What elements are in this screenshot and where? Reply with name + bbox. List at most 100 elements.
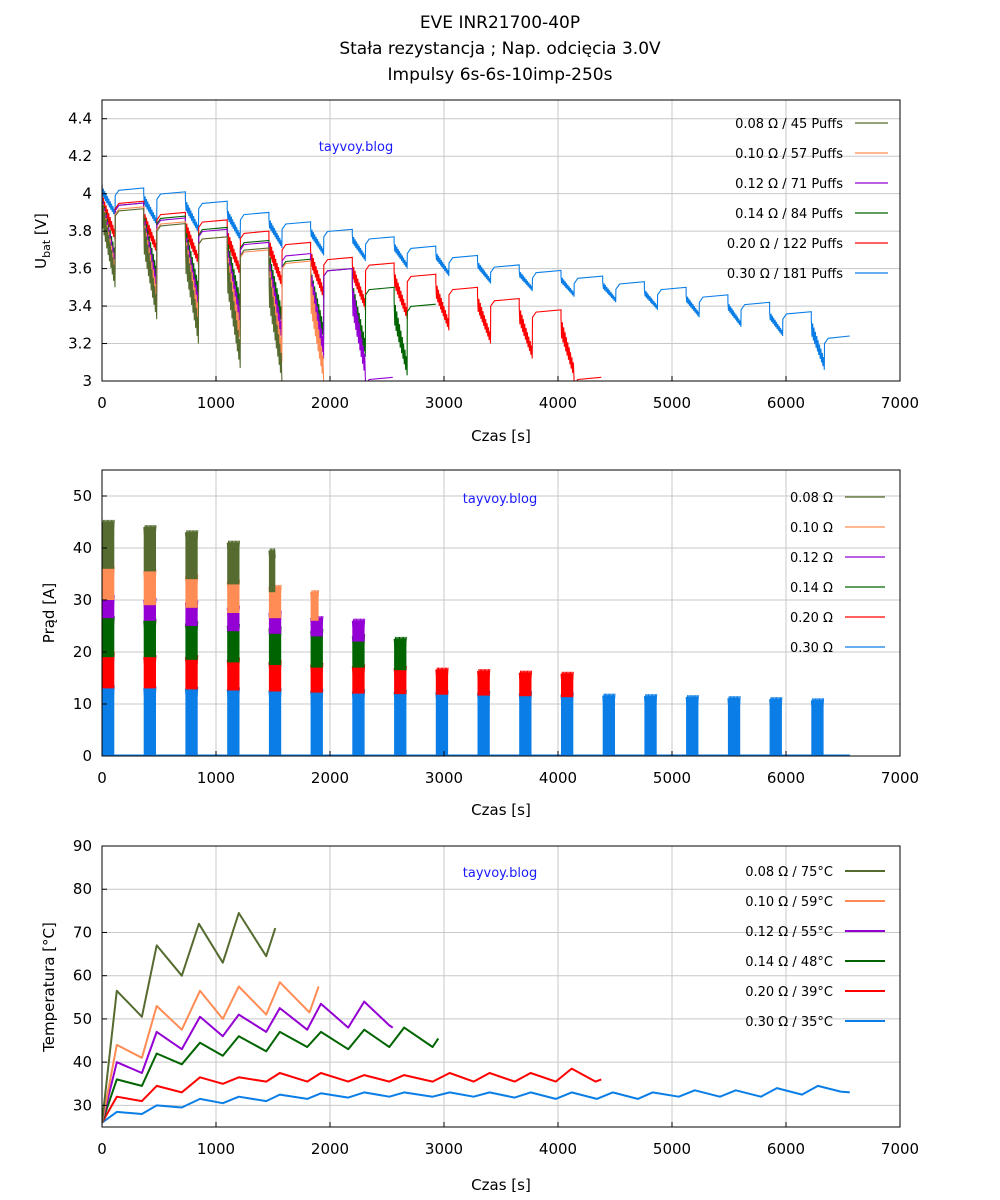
legend-entry-label: 0.12 Ω / 71 Puffs	[735, 177, 843, 192]
current-pulse-block	[435, 692, 449, 756]
legend-entry-label: 0.08 Ω / 75°C	[745, 865, 833, 880]
current-series-1	[102, 566, 320, 621]
legend-entry-label: 0.10 Ω / 57 Puffs	[735, 147, 843, 162]
current-pulse-edge	[143, 597, 157, 608]
temperature-gridlines	[102, 846, 900, 1127]
legend-entry-label: 0.08 Ω	[790, 491, 833, 506]
current-pulse-block	[102, 654, 115, 689]
current-pulse-edge	[393, 689, 407, 700]
legend-entry-label: 0.14 Ω / 48°C	[745, 955, 833, 970]
current-pulse-edge	[184, 574, 199, 584]
current-pulse-edge	[226, 623, 240, 634]
current-pulse-edge	[268, 688, 282, 698]
y-tick-label: 30	[73, 591, 92, 609]
figure-title: EVE INR21700-40P Stała rezystancja ; Nap…	[339, 13, 661, 85]
x-tick-label: 7000	[881, 769, 919, 787]
voltage-series-line-0	[102, 186, 283, 381]
current-pulse-block	[811, 700, 824, 756]
x-tick-label: 7000	[881, 1140, 919, 1158]
temperature-watermark: tayvoy.blog	[463, 866, 537, 881]
current-pulse-block	[268, 550, 276, 593]
x-tick-label: 0	[97, 769, 107, 787]
x-tick-label: 4000	[539, 1140, 577, 1158]
current-pulse-block	[102, 568, 115, 600]
current-legend: 0.08 Ω 0.10 Ω 0.12 Ω 0.14 Ω 0.20 Ω 0.30 Ω	[790, 491, 885, 656]
x-tick-label: 3000	[425, 394, 463, 412]
current-pulse-edge	[685, 695, 699, 705]
current-pulse-block	[686, 697, 699, 756]
current-pulse-edge	[268, 626, 282, 636]
legend-entry-label: 0.14 Ω / 84 Puffs	[735, 207, 843, 222]
current-panel: 0 1000 2000 3000 4000 5000 6000 7000 0 10 20 30 40 50…	[40, 469, 919, 819]
current-pulse-edge	[518, 691, 533, 701]
voltage-y-axis-label: Ubat [V]	[32, 213, 53, 269]
current-pulse-edge	[102, 685, 115, 695]
current-pulse-edge	[310, 590, 320, 600]
x-tick-label: 6000	[767, 394, 805, 412]
legend-entry-label: 0.20 Ω / 122 Puffs	[727, 237, 843, 252]
current-pulse-edge	[268, 548, 276, 558]
current-pulse-block	[227, 689, 240, 756]
current-pulse-block	[227, 542, 240, 585]
current-pulse-block	[102, 522, 115, 569]
current-pulse-block	[143, 620, 156, 658]
legend-entry-label: 0.30 Ω / 35°C	[745, 1015, 833, 1030]
current-pulse-edge	[226, 687, 240, 697]
current-pulse-edge	[102, 519, 115, 530]
current-pulse-edge	[769, 697, 783, 707]
y-tick-label: 3.4	[68, 297, 92, 315]
current-pulse-block	[310, 592, 319, 621]
x-tick-label: 5000	[653, 394, 691, 412]
current-pulse-block	[185, 688, 198, 756]
current-pulse-block	[602, 695, 615, 756]
voltage-series-line-4	[102, 184, 602, 381]
current-pulse-block	[185, 657, 198, 690]
current-pulse-edge	[226, 579, 240, 590]
voltage-panel: 0 1000 2000 3000 4000 5000 6000 7000 3 3.2 3.4 3.6 3…	[32, 99, 919, 445]
current-pulse-block	[769, 699, 782, 756]
voltage-gridlines	[102, 100, 900, 381]
current-pulse-block	[185, 576, 198, 608]
x-tick-label: 0	[97, 394, 107, 412]
legend-entry-label: 0.12 Ω / 55°C	[745, 925, 833, 940]
current-pulse-edge	[351, 664, 366, 674]
y-tick-label: 10	[73, 695, 92, 713]
current-pulse-edge	[393, 665, 407, 676]
title-line-1: EVE INR21700-40P	[420, 13, 580, 33]
current-pulse-block	[102, 618, 115, 658]
temperature-series-line-2	[102, 1000, 394, 1123]
title-line-3: Impulsy 6s-6s-10imp-250s	[388, 65, 613, 85]
y-tick-label: 20	[73, 643, 92, 661]
x-tick-label: 5000	[653, 1140, 691, 1158]
temperature-series-line-5	[102, 1084, 850, 1124]
current-series-0	[102, 519, 276, 593]
current-pulse-block	[227, 581, 240, 613]
temperature-series-line-0	[102, 912, 277, 1123]
current-pulse-edge	[143, 618, 157, 629]
current-pulse-block	[644, 696, 657, 756]
y-tick-label: 4.2	[68, 147, 92, 165]
current-pulse-edge	[351, 634, 366, 644]
voltage-watermark: tayvoy.blog	[319, 140, 393, 155]
voltage-y-axis-label-unit: [V]	[32, 213, 50, 240]
current-pulse-edge	[310, 688, 324, 699]
current-pulse-block	[352, 636, 365, 668]
current-pulse-edge	[477, 690, 491, 701]
current-pulse-edge	[602, 693, 616, 704]
current-pulse-edge	[268, 584, 282, 595]
x-tick-label: 4000	[539, 769, 577, 787]
current-watermark: tayvoy.blog	[463, 492, 537, 507]
current-pulse-block	[143, 571, 156, 606]
current-pulse-edge	[518, 670, 533, 681]
y-tick-label: 90	[73, 837, 92, 855]
x-tick-label: 1000	[197, 394, 235, 412]
x-tick-label: 1000	[197, 769, 235, 787]
current-pulse-edge	[435, 667, 449, 678]
current-axis-ticks: 0 1000 2000 3000 4000 5000 6000 7000 0 10 20 30 40 50	[73, 487, 919, 787]
current-pulse-edge	[102, 616, 115, 626]
current-pulse-edge	[226, 657, 240, 668]
current-pulse-block	[394, 692, 407, 756]
current-series-3	[102, 616, 407, 671]
current-plot-frame	[101, 469, 901, 757]
